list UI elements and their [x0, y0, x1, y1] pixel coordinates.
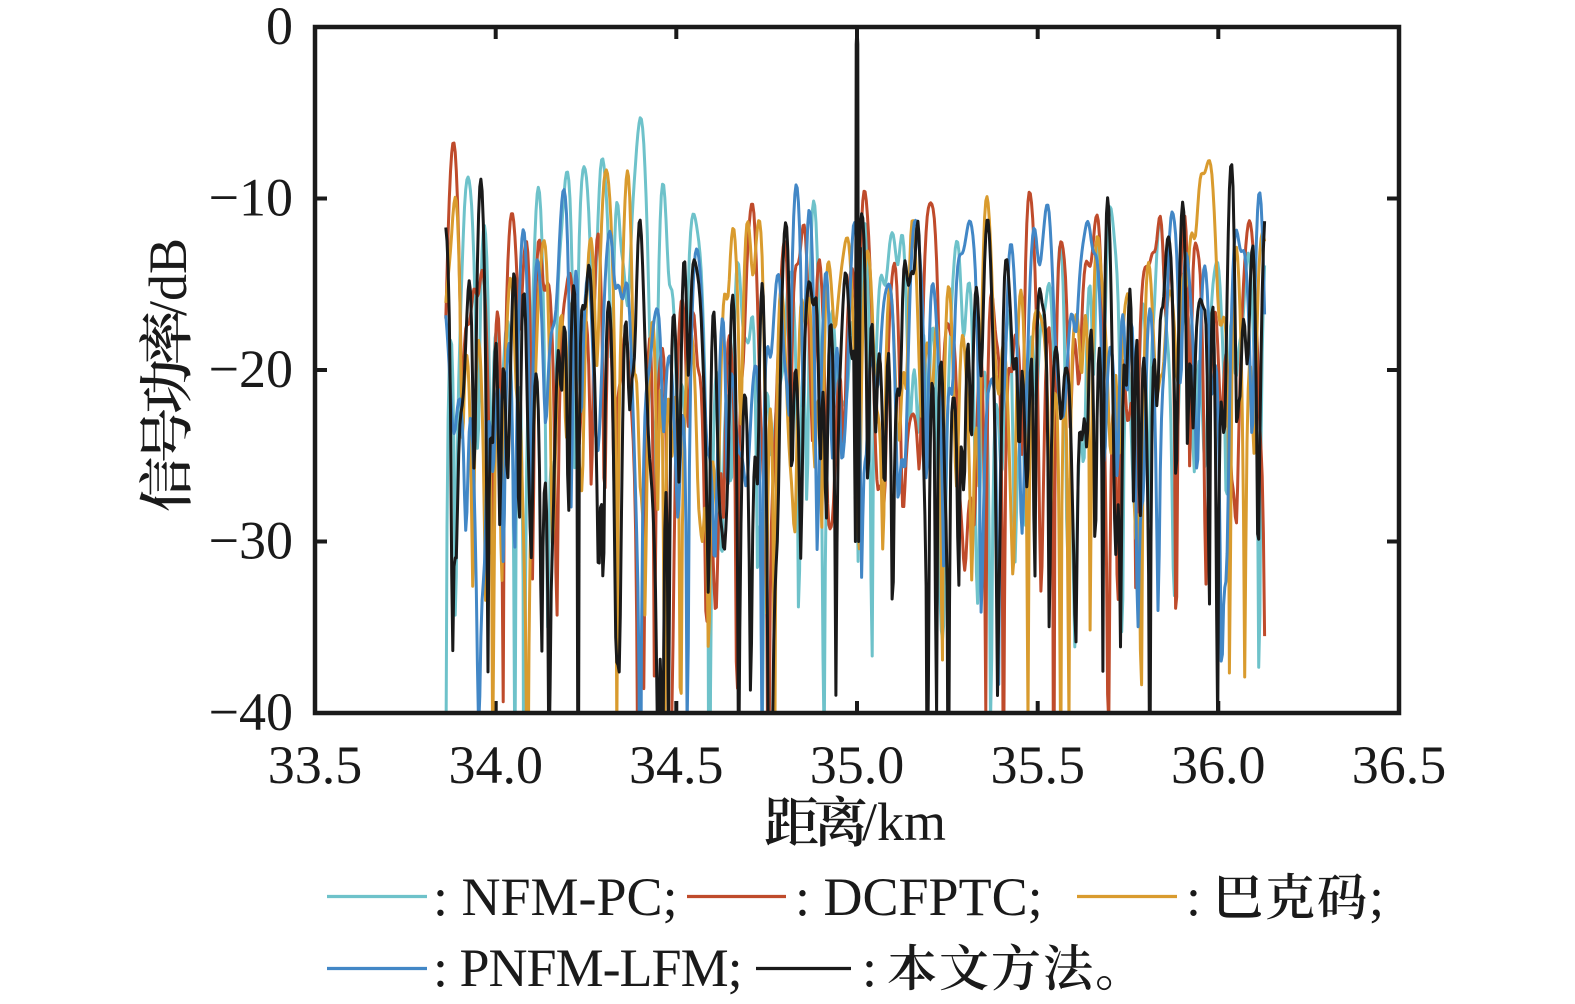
svg-text:: DCFPTC;: : DCFPTC;	[795, 867, 1043, 927]
svg-text:36.5: 36.5	[1352, 735, 1447, 795]
svg-text:/dB: /dB	[138, 238, 198, 316]
svg-text:: NFM-PC;: : NFM-PC;	[433, 867, 678, 927]
svg-text:−40: −40	[209, 682, 293, 742]
svg-text:34.0: 34.0	[448, 735, 543, 795]
svg-text:35.0: 35.0	[810, 735, 905, 795]
svg-text:34.5: 34.5	[629, 735, 724, 795]
svg-text::: :	[862, 938, 877, 998]
svg-text:−10: −10	[209, 168, 293, 228]
svg-text:: PNFM-LFM;: : PNFM-LFM;	[433, 938, 742, 998]
svg-text:36.0: 36.0	[1171, 735, 1266, 795]
svg-text:−30: −30	[209, 511, 293, 571]
svg-text::: :	[1186, 867, 1201, 927]
svg-text:33.5: 33.5	[268, 735, 363, 795]
svg-text:−20: −20	[209, 339, 293, 399]
svg-text:/km: /km	[862, 792, 946, 852]
svg-text:;: ;	[1369, 867, 1384, 927]
svg-text:0: 0	[266, 0, 293, 56]
svg-text:35.5: 35.5	[990, 735, 1085, 795]
